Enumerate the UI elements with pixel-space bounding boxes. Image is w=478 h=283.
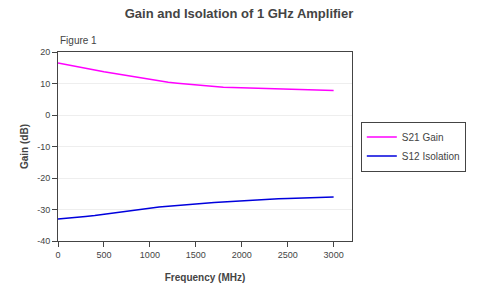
- svg-text:-40: -40: [37, 236, 50, 246]
- svg-text:0: 0: [55, 250, 60, 260]
- svg-text:3000: 3000: [324, 250, 344, 260]
- svg-text:-10: -10: [37, 142, 50, 152]
- svg-text:20: 20: [40, 47, 50, 57]
- svg-text:Gain and Isolation of 1 GHz Am: Gain and Isolation of 1 GHz Amplifier: [125, 6, 353, 21]
- svg-text:2500: 2500: [278, 250, 298, 260]
- svg-text:2000: 2000: [232, 250, 252, 260]
- svg-text:S12 Isolation: S12 Isolation: [402, 151, 460, 162]
- svg-text:-20: -20: [37, 173, 50, 183]
- svg-text:Gain (dB): Gain (dB): [19, 124, 30, 169]
- svg-text:1000: 1000: [140, 250, 160, 260]
- svg-text:0: 0: [45, 110, 50, 120]
- svg-text:500: 500: [96, 250, 111, 260]
- svg-text:S21 Gain: S21 Gain: [402, 132, 444, 143]
- svg-text:-30: -30: [37, 205, 50, 215]
- svg-text:Frequency (MHz): Frequency (MHz): [165, 272, 246, 283]
- svg-text:Figure 1: Figure 1: [60, 35, 97, 46]
- svg-text:1500: 1500: [186, 250, 206, 260]
- svg-text:10: 10: [40, 79, 50, 89]
